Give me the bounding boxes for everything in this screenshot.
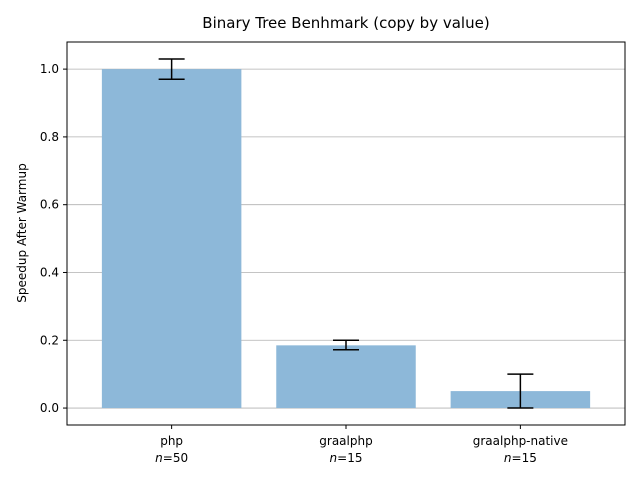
x-tick-label-php: php bbox=[160, 434, 183, 448]
plot-frame bbox=[66, 41, 626, 426]
y-tick-label: 1.0 bbox=[40, 62, 59, 76]
bar-php bbox=[101, 69, 242, 409]
y-tick-label: 0.0 bbox=[40, 401, 59, 415]
n-label-graalphp: n=15 bbox=[330, 451, 363, 465]
x-tick-label-graalphp: graalphp bbox=[319, 434, 372, 448]
y-tick-label: 0.8 bbox=[40, 130, 59, 144]
x-tick-label-graalphp-native: graalphp-native bbox=[473, 434, 568, 448]
y-tick-label: 0.2 bbox=[40, 333, 59, 347]
n-symbol: n bbox=[155, 451, 163, 465]
n-label-graalphp-native: n=15 bbox=[504, 451, 537, 465]
bar-layer bbox=[101, 69, 591, 409]
n-label-php: n=50 bbox=[155, 451, 188, 465]
axis-layer: 0.00.20.40.60.81.0phpn=50graalphpn=15gra… bbox=[40, 62, 568, 465]
n-value: =50 bbox=[163, 451, 188, 465]
n-symbol: n bbox=[330, 451, 338, 465]
chart-title: Binary Tree Benhmark (copy by value) bbox=[202, 14, 489, 32]
n-symbol: n bbox=[504, 451, 512, 465]
y-tick-label: 0.6 bbox=[40, 198, 59, 212]
y-tick-label: 0.4 bbox=[40, 265, 59, 279]
error-bar-layer bbox=[158, 58, 534, 409]
n-value: =15 bbox=[337, 451, 362, 465]
y-axis-label: Speedup After Warmup bbox=[15, 163, 29, 302]
n-value: =15 bbox=[512, 451, 537, 465]
bar-graalphp bbox=[276, 345, 416, 409]
